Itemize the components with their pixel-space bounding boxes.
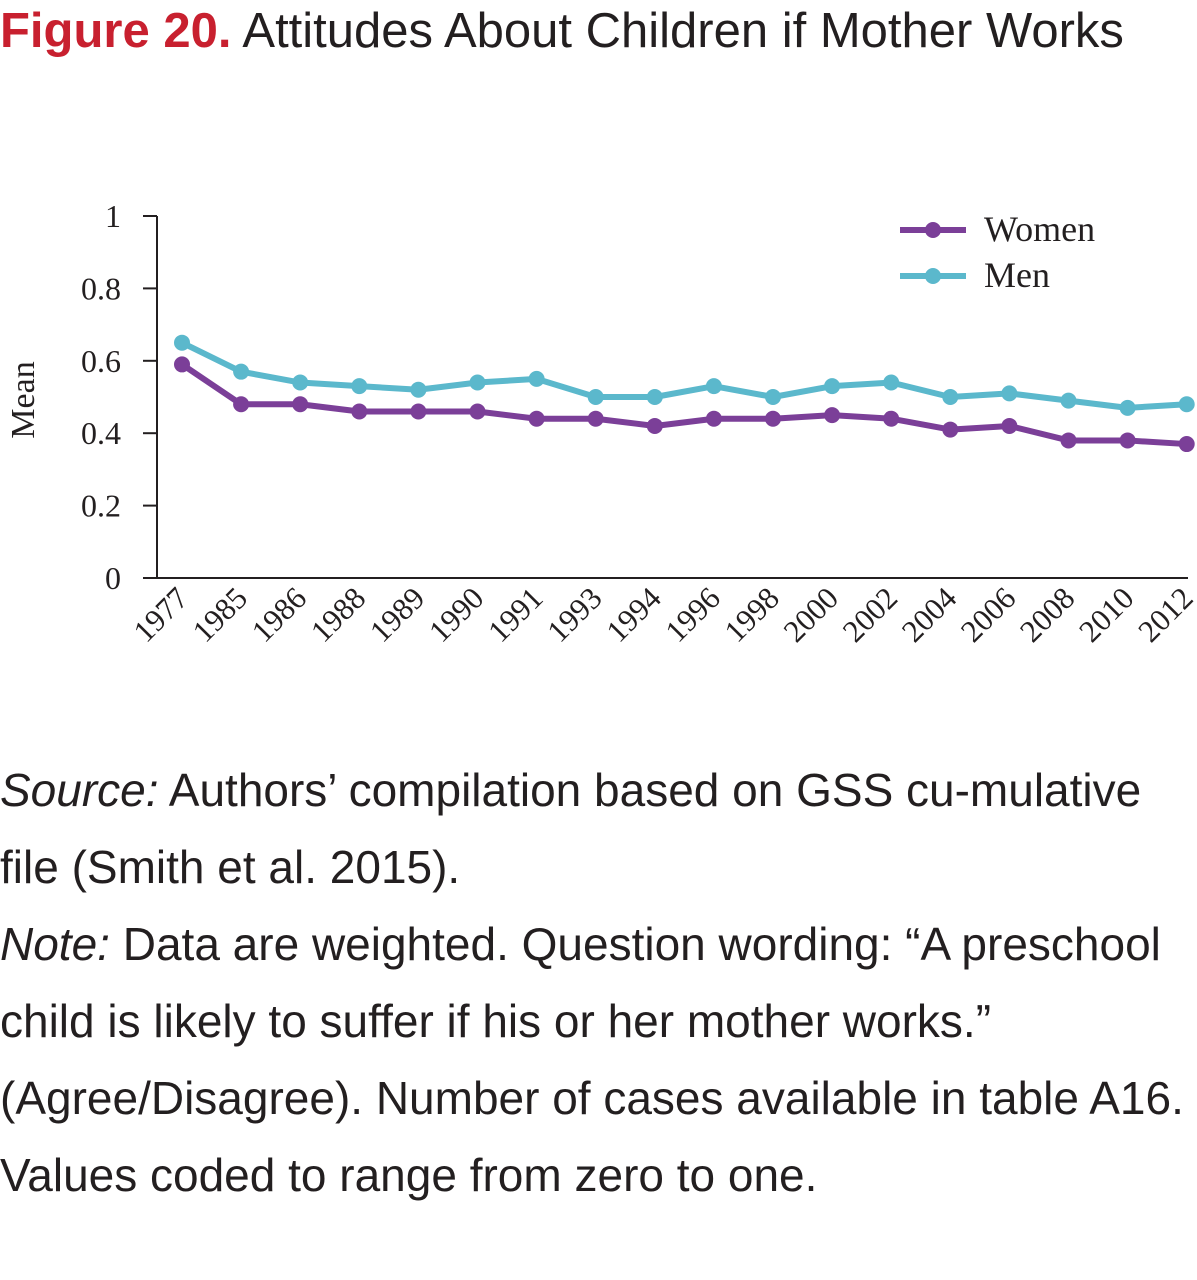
x-tick-label: 2008 xyxy=(1013,580,1082,649)
x-tick-label: 1977 xyxy=(126,580,195,649)
figure-title: Figure 20. Attitudes About Children if M… xyxy=(0,0,1190,70)
x-tick-label: 1991 xyxy=(481,580,550,649)
series-women xyxy=(174,356,1195,453)
data-point-men xyxy=(469,374,486,391)
data-point-women xyxy=(528,410,545,427)
data-point-women xyxy=(469,403,486,420)
y-tick-label: 0.4 xyxy=(81,415,121,451)
legend-marker xyxy=(925,268,941,284)
x-tick-label: 1994 xyxy=(599,580,668,649)
data-point-women xyxy=(824,407,841,424)
data-point-men xyxy=(1119,399,1136,416)
x-axis: 1977198519861988198919901991199319941996… xyxy=(126,577,1197,649)
x-tick-label: 2000 xyxy=(776,580,845,649)
legend-marker xyxy=(925,222,941,238)
source-label: Source: xyxy=(0,764,159,816)
y-tick-label: 0.2 xyxy=(81,488,121,524)
data-point-men xyxy=(351,378,368,395)
data-point-women xyxy=(705,410,722,427)
legend-label: Women xyxy=(984,209,1095,249)
data-point-men xyxy=(765,389,781,405)
figure-number: Figure 20. xyxy=(0,4,232,58)
source-note: Source: Authors’ compilation based on GS… xyxy=(0,752,1190,906)
data-point-men xyxy=(528,370,545,387)
data-point-men xyxy=(1178,396,1195,413)
data-point-men xyxy=(174,334,190,351)
data-point-men xyxy=(1060,392,1077,409)
data-point-men xyxy=(233,363,250,380)
x-tick-label: 1986 xyxy=(245,580,314,649)
y-tick-label: 0 xyxy=(105,560,121,596)
series-group xyxy=(174,334,1195,453)
legend-label: Men xyxy=(984,255,1050,295)
x-tick-label: 1989 xyxy=(363,580,432,649)
data-point-men xyxy=(587,389,604,405)
x-tick-label: 1990 xyxy=(422,580,491,649)
y-axis-title: Mean xyxy=(5,361,42,438)
data-point-men xyxy=(883,374,900,391)
x-tick-label: 2010 xyxy=(1072,580,1141,649)
x-tick-label: 1988 xyxy=(304,580,373,649)
x-tick-label: 2006 xyxy=(954,580,1023,649)
data-point-men xyxy=(705,378,722,395)
data-point-women xyxy=(233,396,250,413)
data-point-men xyxy=(824,378,841,395)
data-point-women xyxy=(646,417,663,434)
data-point-women xyxy=(587,410,604,427)
data-point-men xyxy=(1001,385,1018,402)
x-tick-label: 1996 xyxy=(658,580,727,649)
data-point-women xyxy=(1060,432,1077,449)
data-point-women xyxy=(1001,417,1018,434)
x-tick-label: 1985 xyxy=(185,580,254,649)
legend-item-men: Men xyxy=(900,255,1050,295)
data-point-women xyxy=(1119,432,1136,449)
x-tick-label: 2012 xyxy=(1131,580,1197,649)
y-tick-label: 0.6 xyxy=(81,343,121,379)
data-point-women xyxy=(292,396,309,413)
data-point-women xyxy=(883,410,900,427)
data-point-women xyxy=(942,421,959,438)
series-line-men xyxy=(180,340,1187,411)
data-point-men xyxy=(292,374,309,391)
data-note: Note: Data are weighted. Question wordin… xyxy=(0,906,1190,1214)
data-point-women xyxy=(174,356,190,373)
data-point-men xyxy=(942,389,959,405)
y-tick-label: 0.8 xyxy=(81,270,121,306)
note-label: Note: xyxy=(0,918,110,970)
data-point-women xyxy=(410,403,427,420)
data-point-women xyxy=(765,410,781,427)
figure-notes: Source: Authors’ compilation based on GS… xyxy=(0,752,1190,1214)
legend: Women Men xyxy=(900,209,1095,295)
note-text: Data are weighted. Question wording: “A … xyxy=(0,918,1184,1201)
x-tick-label: 1998 xyxy=(717,580,786,649)
data-point-men xyxy=(410,381,427,398)
x-tick-label: 1993 xyxy=(540,580,609,649)
y-tick-label: 1 xyxy=(105,198,121,234)
data-point-women xyxy=(1178,436,1195,453)
x-tick-label: 2002 xyxy=(836,580,905,649)
source-text: Authors’ compilation based on GSS cu-mul… xyxy=(0,764,1142,893)
legend-item-women: Women xyxy=(900,209,1095,249)
figure-title-text: Attitudes About Children if Mother Works xyxy=(242,4,1124,58)
x-tick-label: 2004 xyxy=(895,580,964,649)
series-line-women xyxy=(180,361,1187,448)
y-axis: 0 0.2 0.4 0.6 0.8 1 Mean xyxy=(5,198,158,596)
series-men xyxy=(174,334,1195,416)
data-point-men xyxy=(646,389,663,405)
data-point-women xyxy=(351,403,368,420)
